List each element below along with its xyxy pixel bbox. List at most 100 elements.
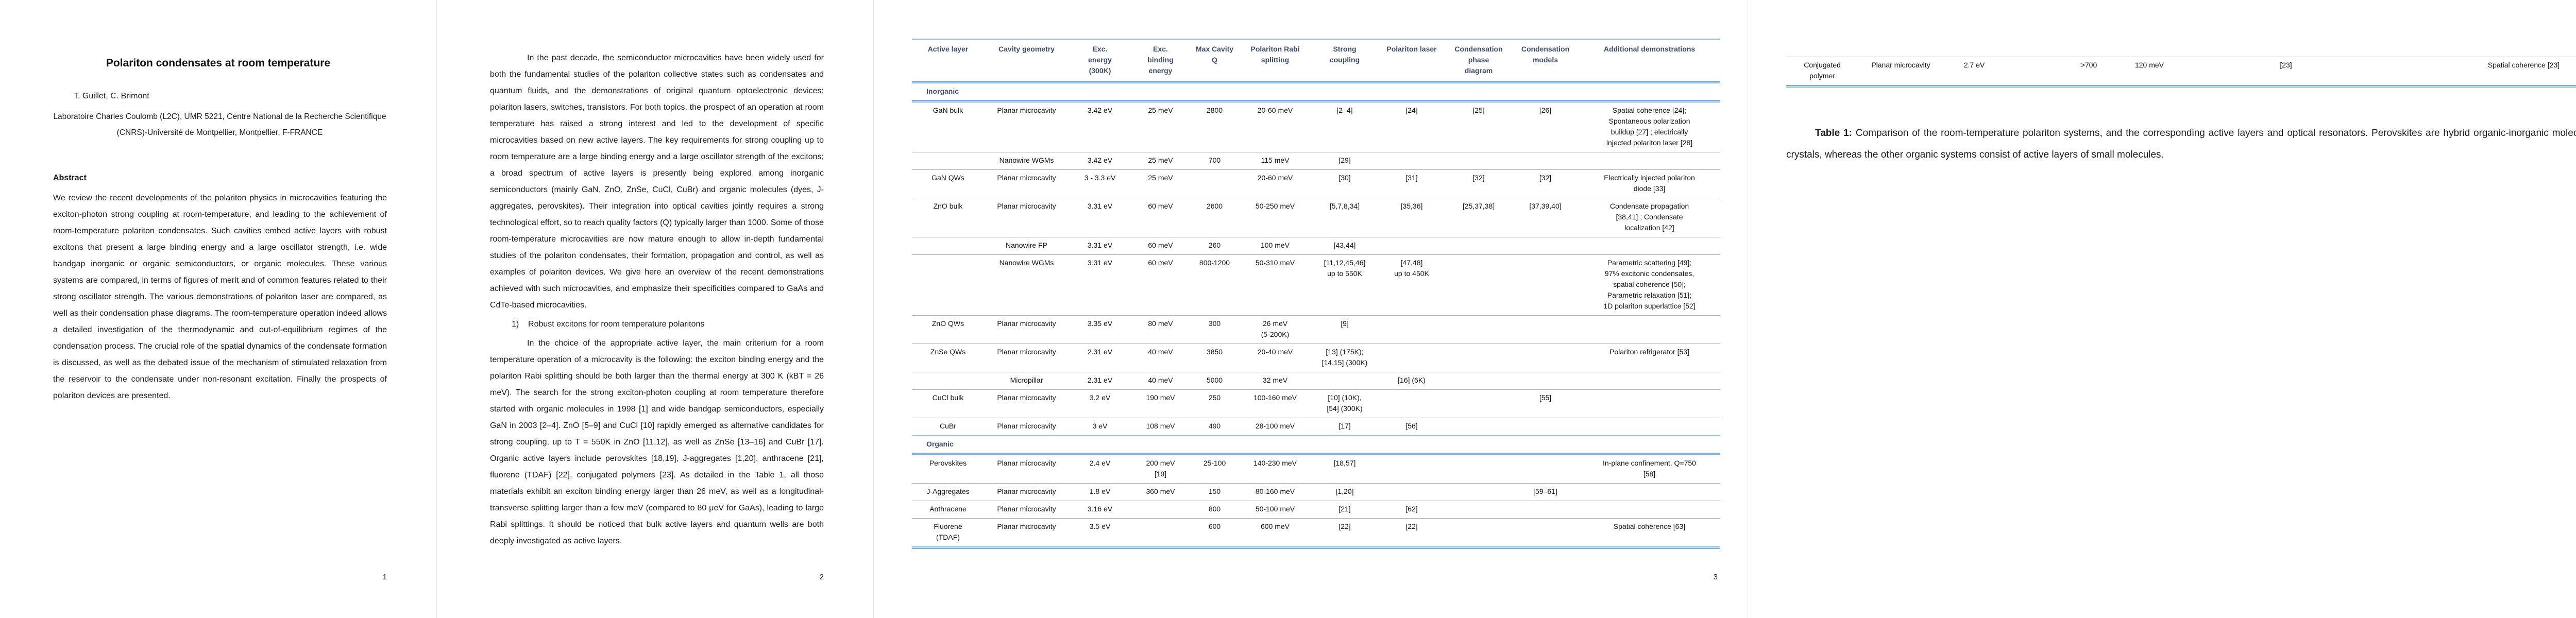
table-cell: [26] [1512,101,1579,152]
table-cell [1445,315,1512,344]
table-cell [1131,501,1190,519]
table-row: Nanowire FP 3.31 eV 60 meV 260 100 meV [43,44… [912,237,1720,255]
table-cell: [13] (175K); [14,15] (300K) [1311,344,1378,372]
table-cell: [22] [1311,518,1378,549]
table-row: J-Aggregates Planar microcavity 1.8 eV 360 … [912,483,1720,501]
table-cell: 3 eV [1069,418,1131,436]
column-header: Exc. energy (300K) [1069,39,1131,83]
table-cell [1512,254,1579,316]
table-cell: 3850 [1190,344,1239,372]
table-row: GaN bulk Planar microcavity 3.42 eV 25 meV 2… [912,101,1720,152]
column-header: Max Cavity Q [1190,39,1239,83]
abstract-heading: Abstract [53,174,87,182]
table-cell [1579,389,1720,418]
column-header: Additional demonstrations [1579,39,1720,83]
page-3: Active layer Cavity geometry Exc. energy (… [874,0,1748,618]
table-cell: 50-100 meV [1239,501,1311,519]
table-cell: 2.31 eV [1069,372,1131,390]
table-cell: Spatial coherence [23] [2453,57,2576,88]
table-cell [1445,254,1512,316]
table-cell: 3.5 eV [1069,518,1131,549]
column-header: Cavity geometry [984,39,1069,83]
table-cell [1445,418,1512,436]
comparison-table-continuation-wrapper: Conjugated polymer Planar microcavity 2.7 … [1786,57,2576,88]
table-cell: [25] [1445,101,1512,152]
table-cell: 40 meV [1131,344,1190,372]
table-cell [912,254,984,316]
table-cell: 80-160 meV [1239,483,1311,501]
table-cell: [30] [1311,169,1378,198]
table-cell: [22] [1378,518,1445,549]
table-cell [1190,169,1239,198]
column-header: Polariton laser [1378,39,1445,83]
table-cell [1512,344,1579,372]
table-cell: 2.4 eV [1069,454,1131,484]
table-cell: 80 meV [1131,315,1190,344]
table-cell [1378,315,1445,344]
table-cell: Spatial coherence [24]; Spontaneous pola… [1579,101,1720,152]
table-cell: [16] (6K) [1378,372,1445,390]
table-cell [1378,344,1445,372]
table-cell [1579,372,1720,390]
table-cell: [9] [1311,315,1378,344]
table-section-row: Inorganic [912,81,1720,102]
table-cell [1512,152,1579,170]
table-row: CuCl bulk Planar microcavity 3.2 eV 190 meV… [912,389,1720,418]
table-cell: 2600 [1190,198,1239,237]
table-cell: [1,20] [1311,483,1378,501]
table-cell: Micropillar [984,372,1069,390]
table-section-row: Organic [912,435,1720,455]
table-cell: Planar microcavity [984,418,1069,436]
table-section-label: Organic [912,435,1720,455]
table-cell: Polariton refrigerator [53] [1579,344,1720,372]
table-row: GaN QWs Planar microcavity 3 - 3.3 eV 25 me… [912,169,1720,198]
paper-affiliation: Laboratoire Charles Coulomb (L2C), UMR 5… [46,109,393,141]
table-cell: 3 - 3.3 eV [1069,169,1131,198]
table-cell [1445,518,1512,549]
table-cell: Fluorene (TDAF) [912,518,984,549]
table-cell: 60 meV [1131,254,1190,316]
table-cell: Planar microcavity [984,198,1069,237]
table-cell: 490 [1190,418,1239,436]
table-cell [2005,57,2064,88]
table-cell: Planar microcavity [984,454,1069,484]
comparison-table: Active layer Cavity geometry Exc. energy (… [912,39,1720,549]
table-cell: 32 meV [1239,372,1311,390]
table-cell: Planar microcavity [984,315,1069,344]
table-cell [1378,389,1445,418]
table-cell: 190 meV [1131,389,1190,418]
table-cell: [47,48] up to 450K [1378,254,1445,316]
table-cell: 5000 [1190,372,1239,390]
table-cell: Electrically injected polariton diode [3… [1579,169,1720,198]
table-cell: [25,37,38] [1445,198,1512,237]
table-cell: [18,57] [1311,454,1378,484]
column-header: Condensation phase diagram [1445,39,1512,83]
table-cell: 3.42 eV [1069,152,1131,170]
abstract-text: We review the recent developments of the… [53,194,387,400]
table-cell: 800-1200 [1190,254,1239,316]
column-header: Exc. binding energy [1131,39,1190,83]
table-cell [2319,57,2386,88]
table-cell: 100 meV [1239,237,1311,255]
table-cell [1579,152,1720,170]
table-cell: 50-310 meV [1239,254,1311,316]
table-cell [1378,483,1445,501]
table-cell: 600 meV [1239,518,1311,549]
page-number: 2 [819,573,824,581]
table-cell: 25 meV [1131,169,1190,198]
column-header: Strong coupling [1311,39,1378,83]
table-row: Nanowire WGMs 3.42 eV 25 meV 700 115 meV [29] [912,152,1720,170]
affiliation-line: (CNRS)-Université de Montpellier, Montpe… [116,128,323,137]
table-cell: 108 meV [1131,418,1190,436]
table-cell: 20-60 meV [1239,169,1311,198]
table-cell [2386,57,2453,88]
table-cell: 700 [1190,152,1239,170]
table-cell: [35,36] [1378,198,1445,237]
table-cell [1579,237,1720,255]
table-cell: [5,7,8,34] [1311,198,1378,237]
table-cell: [24] [1378,101,1445,152]
table-cell: 200 meV [19] [1131,454,1190,484]
table-cell: 600 [1190,518,1239,549]
table-cell: Planar microcavity [984,501,1069,519]
